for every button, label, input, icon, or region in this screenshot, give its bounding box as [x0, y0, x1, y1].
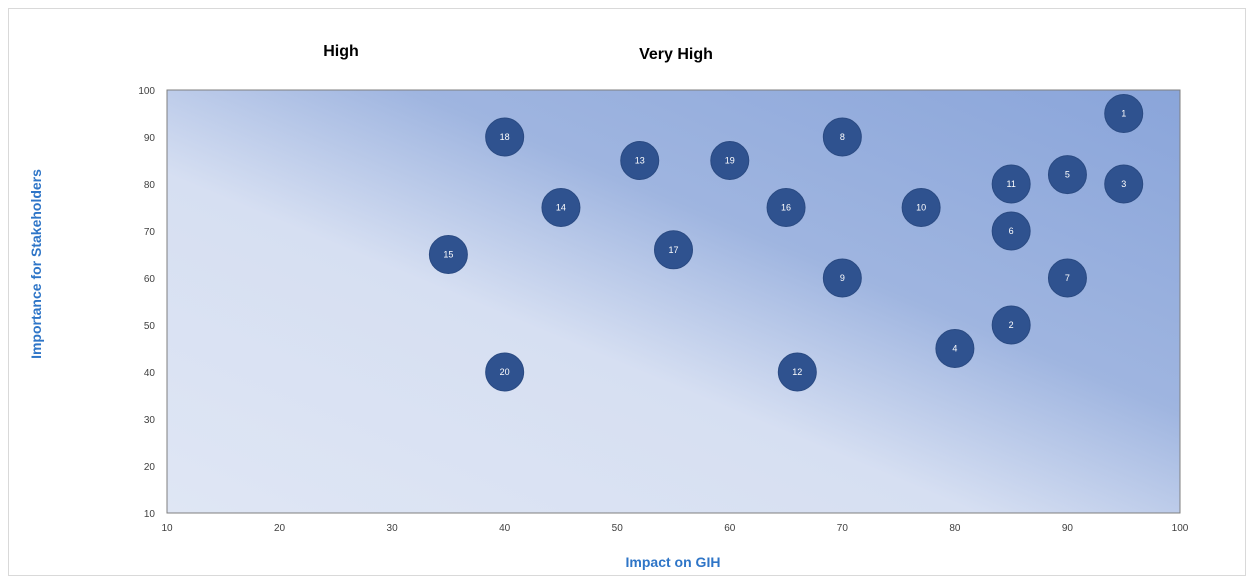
data-point-label: 9 [840, 273, 845, 283]
data-point-label: 18 [500, 132, 510, 142]
y-tick-label: 90 [144, 133, 156, 144]
data-point-marker [822, 258, 862, 298]
data-point-16: 16 [766, 188, 806, 227]
data-point-marker [1047, 155, 1087, 195]
data-point-marker [485, 352, 525, 392]
data-point-label: 17 [668, 245, 678, 255]
x-tick-label: 90 [1062, 523, 1074, 534]
data-point-10: 10 [901, 188, 941, 227]
x-tick-label: 10 [161, 523, 173, 534]
data-point-marker [710, 141, 750, 180]
data-point-marker [1104, 164, 1144, 204]
data-point-marker [541, 188, 581, 227]
data-point-9: 9 [822, 258, 862, 298]
data-point-label: 19 [725, 156, 735, 166]
data-point-2: 2 [991, 305, 1031, 345]
plot-area [166, 89, 1181, 514]
data-point-label: 16 [781, 203, 791, 213]
data-point-label: 13 [635, 156, 645, 166]
y-tick-label: 60 [144, 274, 156, 285]
data-point-label: 12 [792, 367, 802, 377]
data-point-19: 19 [710, 141, 750, 180]
data-point-5: 5 [1047, 155, 1087, 195]
data-point-marker [777, 352, 817, 392]
data-point-label: 8 [840, 132, 845, 142]
data-point-label: 3 [1121, 179, 1126, 189]
data-point-marker [822, 117, 862, 157]
y-tick-label: 40 [144, 368, 156, 379]
data-point-11: 11 [991, 164, 1031, 204]
y-tick-label: 80 [144, 180, 156, 191]
data-point-label: 20 [500, 367, 510, 377]
y-tick-label: 10 [144, 509, 156, 520]
data-point-20: 20 [485, 352, 525, 392]
data-point-17: 17 [654, 230, 693, 270]
y-axis-title: Importance for Stakeholders [28, 169, 44, 359]
y-tick-label: 50 [144, 321, 156, 332]
data-point-marker [766, 188, 806, 227]
x-tick-label: 70 [837, 523, 849, 534]
x-tick-label: 20 [274, 523, 286, 534]
data-point-marker [1047, 258, 1087, 298]
data-point-label: 11 [1006, 179, 1015, 189]
y-tick-label: 20 [144, 462, 156, 473]
x-tick-label: 30 [387, 523, 399, 534]
data-point-13: 13 [620, 141, 660, 180]
data-point-marker [901, 188, 941, 227]
data-point-marker [991, 305, 1031, 345]
x-tick-label: 50 [612, 523, 624, 534]
chart-frame: 10 20 30 40 50 60 70 80 90 100 10 20 30 40 50 60 70 80 90… [8, 8, 1246, 576]
y-tick-label: 70 [144, 227, 156, 238]
x-tick-label: 80 [949, 523, 961, 534]
data-point-6: 6 [991, 211, 1031, 251]
data-point-marker [991, 211, 1031, 251]
data-point-marker [654, 230, 693, 270]
data-point-label: 2 [1009, 320, 1014, 330]
zone-label-very-high: Very High [639, 46, 713, 63]
data-point-marker [935, 329, 975, 368]
data-point-marker [620, 141, 660, 180]
data-point-label: 6 [1009, 226, 1014, 236]
zone-label-high: High [323, 43, 359, 60]
data-point-7: 7 [1047, 258, 1087, 298]
data-point-4: 4 [935, 329, 975, 368]
x-axis-title: Impact on GIH [626, 554, 721, 570]
x-tick-label: 40 [499, 523, 511, 534]
data-point-marker [1104, 94, 1144, 133]
data-point-label: 7 [1065, 273, 1070, 283]
data-point-12: 12 [777, 352, 817, 392]
data-point-1: 1 [1104, 94, 1144, 133]
data-point-marker [991, 164, 1031, 204]
data-point-8: 8 [822, 117, 862, 157]
data-point-15: 15 [428, 235, 468, 274]
data-point-3: 3 [1104, 164, 1144, 204]
data-point-label: 5 [1065, 170, 1070, 180]
y-tick-label: 100 [138, 86, 155, 97]
data-point-label: 14 [556, 203, 566, 213]
data-point-label: 1 [1121, 109, 1126, 119]
data-point-label: 4 [952, 344, 957, 354]
data-point-18: 18 [485, 117, 525, 157]
y-tick-label: 30 [144, 415, 156, 426]
data-point-label: 15 [443, 250, 453, 260]
data-point-marker [485, 117, 525, 157]
data-point-marker [428, 235, 468, 274]
data-point-14: 14 [541, 188, 581, 227]
data-point-label: 10 [916, 203, 926, 213]
x-tick-label: 100 [1172, 523, 1189, 534]
x-tick-label: 60 [724, 523, 736, 534]
scatter-chart: 10 20 30 40 50 60 70 80 90 100 10 20 30 40 50 60 70 80 90… [28, 43, 1189, 570]
